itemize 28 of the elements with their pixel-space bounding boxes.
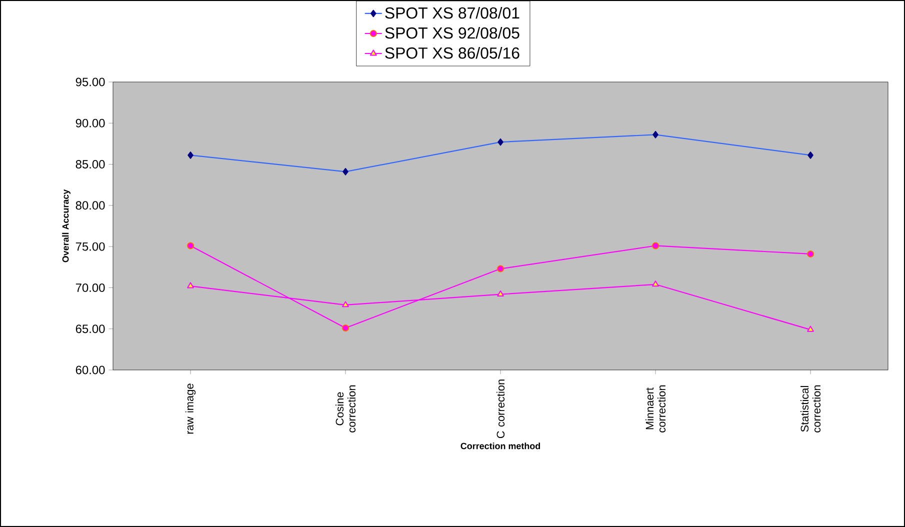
- y-tick-label: 85.00: [76, 160, 105, 168]
- x-axis-title: Correction method: [460, 442, 540, 450]
- y-axis-title: Overall Accuracy: [62, 189, 70, 262]
- x-tick-label: raw image: [185, 384, 196, 434]
- point: [187, 282, 194, 288]
- y-tick-label: 65.00: [76, 324, 105, 334]
- legend-label: SPOT XS 87/08/01: [385, 6, 520, 19]
- point: [342, 301, 349, 308]
- legend-label: SPOT XS 92/08/05: [385, 26, 520, 39]
- point: [652, 242, 659, 250]
- y-tick-label: 95.00: [76, 78, 105, 86]
- y-tick-label: 60.00: [76, 366, 105, 374]
- point: [342, 324, 349, 332]
- point: [497, 290, 504, 296]
- y-tick-label: 75.00: [76, 242, 105, 251]
- point: [497, 265, 504, 272]
- point: [807, 326, 814, 332]
- x-tick-label: Statistical correction: [800, 385, 821, 432]
- point: [187, 242, 194, 250]
- y-tick-label: 90.00: [76, 118, 105, 128]
- x-tick-label: C correction: [496, 380, 505, 438]
- x-tick-label: Minnaert correction: [646, 385, 666, 432]
- x-tick-label: Cosine correction: [336, 385, 356, 432]
- y-tick-label: 70.00: [76, 283, 105, 292]
- y-tick-label: 80.00: [76, 201, 105, 210]
- point: [652, 280, 659, 287]
- point: [807, 250, 814, 258]
- legend-label: SPOT XS 86/05/16: [385, 46, 520, 59]
